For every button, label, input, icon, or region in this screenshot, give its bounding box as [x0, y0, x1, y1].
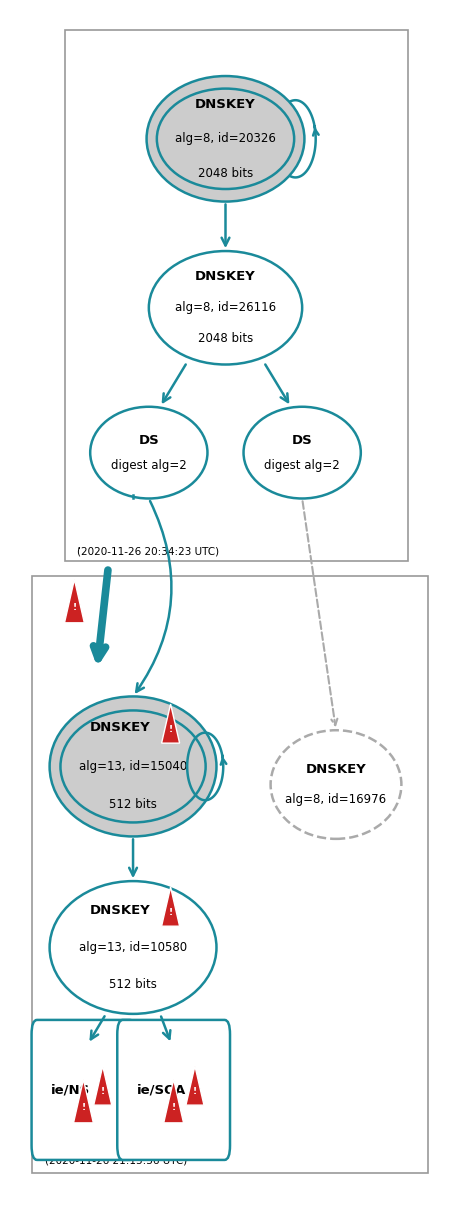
Polygon shape: [94, 1066, 112, 1106]
Text: 2048 bits: 2048 bits: [198, 167, 253, 180]
Text: DNSKEY: DNSKEY: [195, 270, 256, 284]
Ellipse shape: [50, 881, 216, 1014]
Polygon shape: [161, 887, 179, 926]
Text: DS: DS: [292, 433, 313, 447]
FancyBboxPatch shape: [117, 1020, 230, 1160]
Text: !: !: [169, 908, 173, 916]
Text: DNSKEY: DNSKEY: [306, 763, 366, 776]
Ellipse shape: [50, 696, 216, 836]
Text: alg=8, id=20326: alg=8, id=20326: [175, 133, 276, 145]
Text: !: !: [101, 1086, 105, 1096]
Bar: [32, 576, 428, 1173]
Text: !: !: [171, 1103, 176, 1112]
Text: digest alg=2: digest alg=2: [111, 459, 187, 472]
Text: (2020-11-26 21:13:56 UTC): (2020-11-26 21:13:56 UTC): [45, 1155, 187, 1165]
Polygon shape: [64, 579, 84, 623]
Polygon shape: [186, 1066, 204, 1106]
Ellipse shape: [147, 76, 304, 202]
Text: 2048 bits: 2048 bits: [198, 332, 253, 345]
Text: (2020-11-26 20:34:23 UTC): (2020-11-26 20:34:23 UTC): [77, 547, 219, 556]
Ellipse shape: [90, 407, 207, 498]
Ellipse shape: [149, 251, 302, 365]
Text: .: .: [77, 538, 81, 553]
Text: ie/SOA: ie/SOA: [136, 1084, 186, 1096]
Text: digest alg=2: digest alg=2: [264, 459, 340, 472]
FancyArrowPatch shape: [136, 501, 171, 692]
Text: ie: ie: [45, 1144, 57, 1159]
Text: DNSKEY: DNSKEY: [90, 904, 151, 917]
Text: !: !: [169, 724, 173, 734]
Text: !: !: [193, 1086, 197, 1096]
Text: alg=13, id=15040: alg=13, id=15040: [79, 760, 187, 772]
Text: alg=8, id=26116: alg=8, id=26116: [175, 302, 276, 314]
Text: alg=13, id=10580: alg=13, id=10580: [79, 941, 187, 954]
Text: ie/NS: ie/NS: [51, 1084, 91, 1096]
Ellipse shape: [244, 407, 361, 498]
Polygon shape: [164, 1079, 184, 1123]
Polygon shape: [74, 1079, 93, 1123]
Text: 512 bits: 512 bits: [109, 978, 157, 991]
Polygon shape: [161, 704, 179, 744]
FancyBboxPatch shape: [32, 1020, 135, 1160]
Text: !: !: [81, 1103, 86, 1112]
Ellipse shape: [271, 730, 401, 839]
Text: alg=8, id=16976: alg=8, id=16976: [285, 793, 387, 806]
Text: DNSKEY: DNSKEY: [90, 722, 151, 734]
Text: 512 bits: 512 bits: [109, 799, 157, 811]
Bar: [65, 30, 408, 561]
Text: DNSKEY: DNSKEY: [195, 98, 256, 111]
Text: DS: DS: [138, 433, 159, 447]
Text: !: !: [72, 602, 77, 612]
